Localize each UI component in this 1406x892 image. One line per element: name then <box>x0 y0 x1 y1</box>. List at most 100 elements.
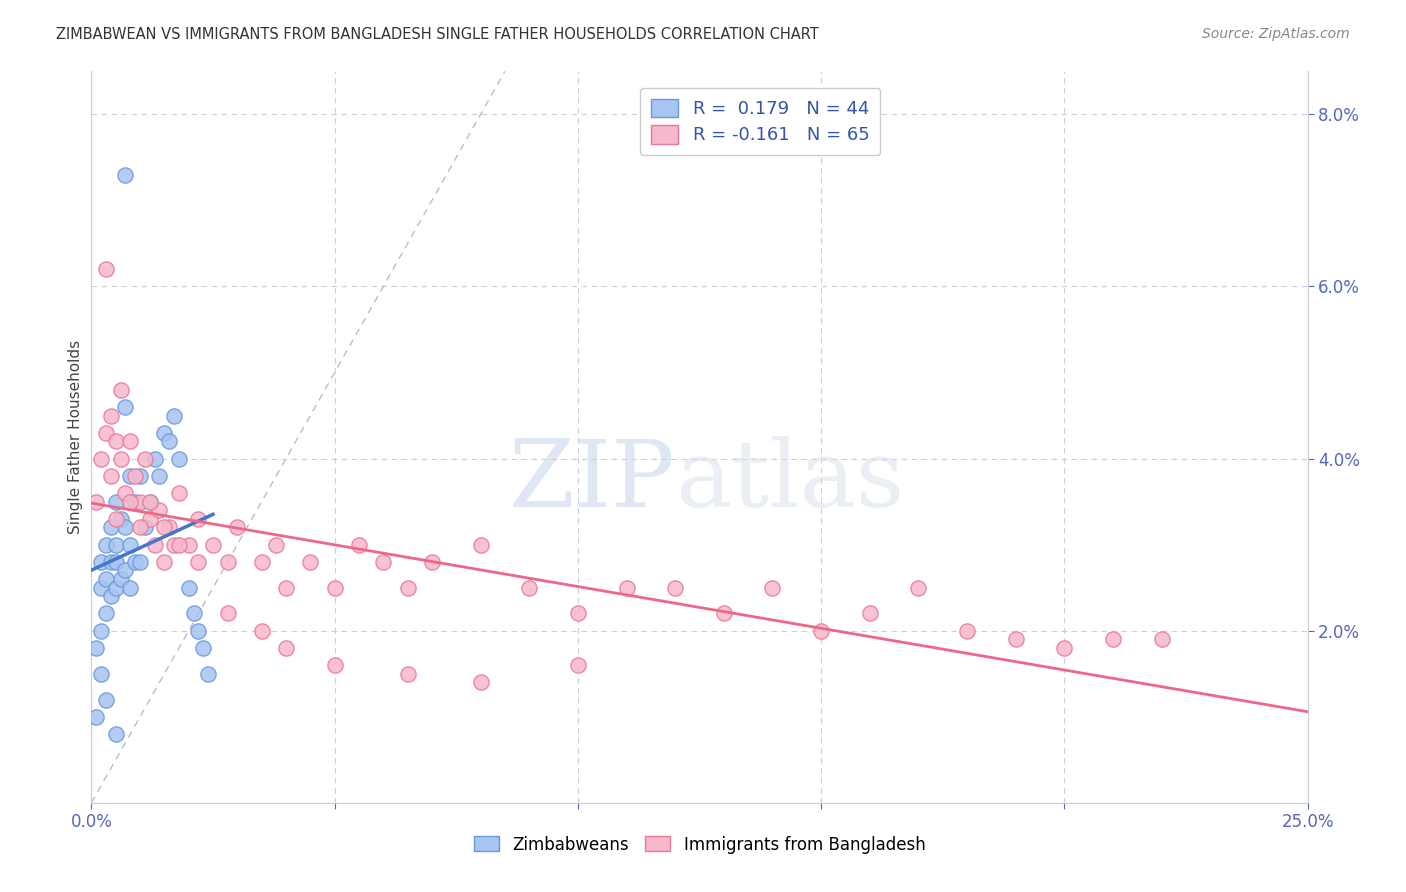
Point <box>217 555 239 569</box>
Point <box>250 624 273 638</box>
Point <box>148 503 170 517</box>
Point <box>1053 640 1076 655</box>
Point <box>120 494 142 508</box>
Point <box>100 468 122 483</box>
Point <box>100 589 122 603</box>
Point <box>148 468 170 483</box>
Point <box>110 383 132 397</box>
Point <box>157 434 180 449</box>
Point <box>90 624 112 638</box>
Text: atlas: atlas <box>675 436 904 526</box>
Point <box>153 520 176 534</box>
Point <box>120 538 142 552</box>
Point <box>907 581 929 595</box>
Point <box>1004 632 1026 647</box>
Point <box>323 581 346 595</box>
Point <box>94 607 117 621</box>
Point <box>470 675 492 690</box>
Point <box>157 520 180 534</box>
Point <box>129 494 152 508</box>
Point <box>567 607 589 621</box>
Point <box>104 512 127 526</box>
Point <box>193 640 215 655</box>
Text: ZIMBABWEAN VS IMMIGRANTS FROM BANGLADESH SINGLE FATHER HOUSEHOLDS CORRELATION CH: ZIMBABWEAN VS IMMIGRANTS FROM BANGLADESH… <box>56 27 818 42</box>
Point <box>956 624 979 638</box>
Point <box>90 451 112 466</box>
Point <box>139 494 162 508</box>
Point <box>100 555 122 569</box>
Point <box>163 538 186 552</box>
Point <box>299 555 322 569</box>
Point <box>264 538 287 552</box>
Point <box>197 666 219 681</box>
Point <box>104 727 127 741</box>
Point <box>226 520 249 534</box>
Point <box>616 581 638 595</box>
Point <box>167 538 190 552</box>
Point <box>274 640 297 655</box>
Point <box>420 555 443 569</box>
Point <box>90 666 112 681</box>
Text: ZIP: ZIP <box>509 436 675 526</box>
Point <box>167 451 190 466</box>
Point <box>124 555 146 569</box>
Point <box>167 486 190 500</box>
Point <box>124 494 146 508</box>
Point <box>323 658 346 673</box>
Point <box>100 520 122 534</box>
Point <box>104 434 127 449</box>
Point <box>110 512 132 526</box>
Point <box>100 409 122 423</box>
Point <box>250 555 273 569</box>
Point <box>84 710 107 724</box>
Point <box>177 538 200 552</box>
Point <box>396 666 419 681</box>
Point <box>129 520 152 534</box>
Point <box>810 624 832 638</box>
Point <box>129 468 152 483</box>
Point <box>347 538 370 552</box>
Point <box>84 640 107 655</box>
Point <box>94 572 117 586</box>
Point <box>114 400 136 414</box>
Point <box>177 581 200 595</box>
Point <box>761 581 783 595</box>
Point <box>110 451 132 466</box>
Point <box>1150 632 1173 647</box>
Text: Source: ZipAtlas.com: Source: ZipAtlas.com <box>1202 27 1350 41</box>
Point <box>187 512 209 526</box>
Point <box>187 555 209 569</box>
Point <box>120 434 142 449</box>
Point <box>143 451 166 466</box>
Point <box>153 425 176 440</box>
Point <box>104 538 127 552</box>
Point <box>143 538 166 552</box>
Point <box>1102 632 1125 647</box>
Point <box>139 512 162 526</box>
Point <box>202 538 225 552</box>
Point <box>187 624 209 638</box>
Point <box>859 607 882 621</box>
Point <box>90 555 112 569</box>
Legend: Zimbabweans, Immigrants from Bangladesh: Zimbabweans, Immigrants from Bangladesh <box>467 829 932 860</box>
Point <box>110 572 132 586</box>
Point <box>120 581 142 595</box>
Point <box>124 468 146 483</box>
Point <box>120 468 142 483</box>
Point <box>94 538 117 552</box>
Point <box>90 581 112 595</box>
Point <box>664 581 686 595</box>
Point <box>129 555 152 569</box>
Point <box>104 494 127 508</box>
Point <box>114 564 136 578</box>
Point <box>114 168 136 182</box>
Point <box>373 555 395 569</box>
Point <box>163 409 186 423</box>
Point <box>470 538 492 552</box>
Point <box>94 692 117 706</box>
Point <box>396 581 419 595</box>
Point <box>134 451 156 466</box>
Point <box>153 555 176 569</box>
Point <box>114 520 136 534</box>
Point <box>139 494 162 508</box>
